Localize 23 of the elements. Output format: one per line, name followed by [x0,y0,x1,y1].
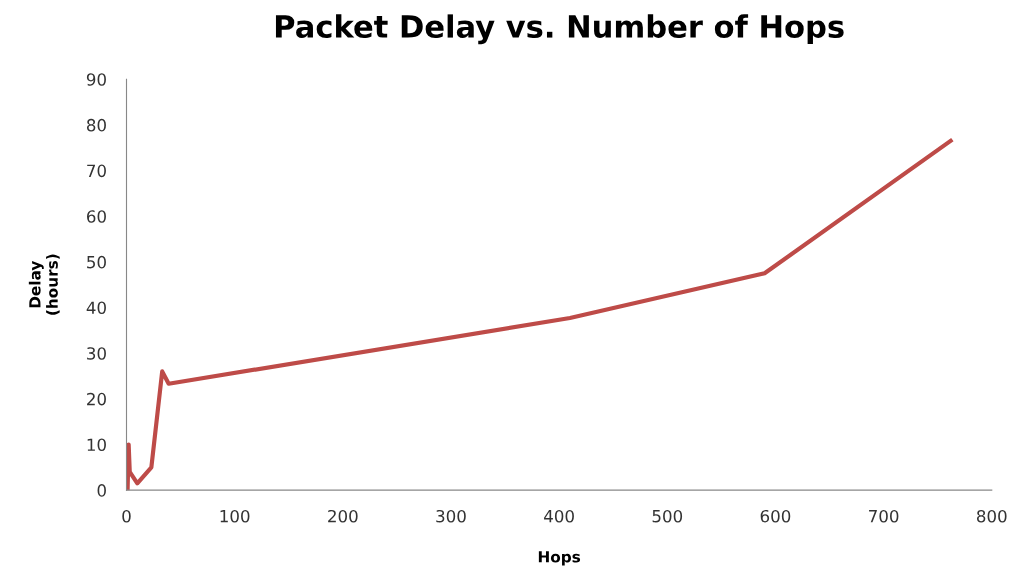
x-tick-label: 600 [760,509,791,523]
x-tick-label: 0 [122,509,131,523]
x-tick-label: 300 [436,509,466,523]
x-axis-title: Hops [538,551,581,566]
x-tick-label: 100 [220,509,250,523]
x-tick-label: 800 [976,509,1007,523]
x-tick-label: 200 [328,509,358,523]
y-tick-label: 0 [97,484,106,497]
y-tick-label: 10 [87,438,106,452]
line-series [126,138,953,491]
x-tick-label: 400 [544,509,574,523]
y-tick-label: 40 [86,301,106,315]
x-tick-label: 500 [652,509,683,523]
chart-title: Packet Delay vs. Number of Hops [275,14,844,45]
y-tick-label: 80 [86,118,106,132]
y-axis-title: Delay (hours) [28,254,60,315]
y-tick-label: 50 [87,255,106,269]
y-tick-label: 60 [87,210,106,223]
y-tick-label: 90 [86,73,106,86]
y-tick-label: 20 [87,392,106,406]
y-tick-label: 30 [87,347,106,360]
x-tick-label: 700 [869,509,899,523]
y-tick-label: 70 [87,164,106,178]
